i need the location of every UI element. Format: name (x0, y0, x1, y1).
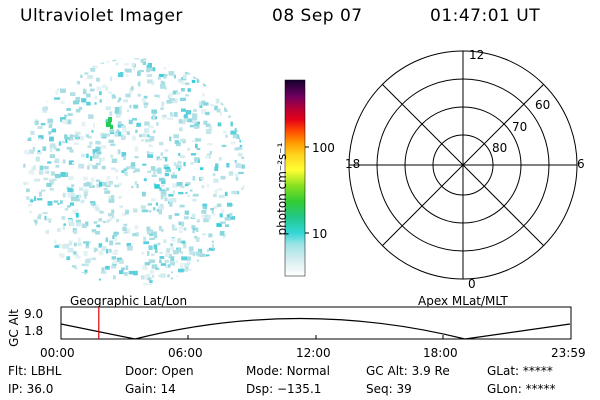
orbit-xtick-1200: 12:00 (296, 346, 331, 360)
info-seq: Seq: 39 (366, 382, 412, 396)
orbit-xtick-0000: 00:00 (40, 346, 75, 360)
orbit-axis-label: GC Alt (7, 309, 21, 347)
date-label: 08 Sep 07 (272, 6, 363, 26)
orbit-xtick-1800: 18:00 (423, 346, 458, 360)
info-glat: GLat: ***** (487, 364, 553, 378)
orbit-xtick-2359: 23:59 (551, 346, 586, 360)
colorbar-tick-100: 100 (312, 141, 335, 155)
time-label: 01:47:01 UT (430, 6, 541, 26)
hour-label-0: 0 (468, 277, 476, 291)
image-pixels (23, 58, 245, 286)
lat-label-60: 60 (535, 98, 551, 112)
orbit-ytick-top: 9.0 (24, 307, 44, 321)
colorbar-tick-10: 10 (312, 227, 328, 241)
info-glon: GLon: ***** (487, 382, 556, 396)
geographic-title: Geographic Lat/Lon (70, 294, 188, 308)
apex-title: Apex MLat/MLT (418, 294, 508, 308)
info-filter: Flt: LBHL (8, 364, 62, 378)
instrument-title: Ultraviolet Imager (20, 6, 183, 26)
colorbar (284, 79, 309, 277)
hour-label-18: 18 (345, 157, 361, 171)
info-gain: Gain: 14 (125, 382, 176, 396)
orbit-altitude-curve (60, 317, 571, 340)
hour-label-6: 6 (577, 157, 585, 171)
orbit-ytick-bottom: 1.8 (24, 324, 44, 338)
orbit-xtick-0600: 06:00 (168, 346, 203, 360)
polar-grid (348, 50, 578, 280)
orbit-plot (60, 306, 572, 340)
auroral-image (23, 58, 245, 286)
lat-label-80: 80 (492, 141, 508, 155)
info-ip: IP: 36.0 (8, 382, 54, 396)
hour-label-12: 12 (469, 48, 485, 62)
colorbar-label: photon cm⁻²s⁻¹ (275, 142, 289, 236)
lat-label-70: 70 (512, 120, 528, 134)
info-gc-alt: GC Alt: 3.9 Re (366, 364, 450, 378)
info-mode: Mode: Normal (246, 364, 330, 378)
info-dsp: Dsp: −135.1 (246, 382, 322, 396)
info-door: Door: Open (125, 364, 194, 378)
